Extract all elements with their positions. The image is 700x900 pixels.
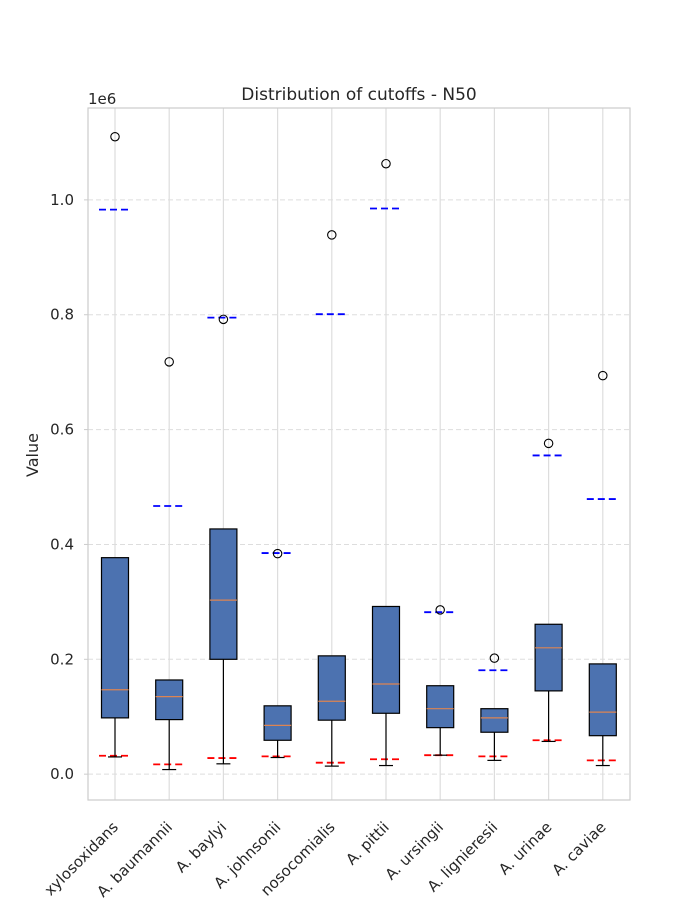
box-group	[478, 653, 511, 761]
x-tick-label: A. pittii	[342, 818, 392, 868]
outlier-point	[218, 314, 229, 325]
box-body	[317, 655, 346, 721]
box-body	[209, 528, 238, 660]
y-tick-label: 0.2	[50, 650, 74, 668]
plot-frame	[87, 107, 631, 801]
y-offset-label: 1e6	[88, 90, 116, 108]
box-group	[153, 357, 186, 771]
outlier-point	[327, 230, 337, 240]
y-tick-label: 0.4	[50, 535, 74, 553]
outlier-point	[110, 131, 120, 142]
outlier-point	[435, 605, 445, 615]
y-tick-label: 0.6	[50, 421, 74, 439]
box-body	[100, 557, 130, 719]
box-body	[426, 685, 455, 729]
box-body	[263, 705, 292, 741]
box-group	[99, 131, 131, 758]
outlier-point	[164, 357, 174, 367]
chart-title: Distribution of cutoffs - N50	[241, 85, 476, 105]
outlier-point	[381, 158, 391, 169]
x-tick-label: A. urinae	[495, 818, 555, 878]
box-layer	[99, 131, 619, 771]
box-group	[532, 438, 565, 743]
box-group	[370, 158, 402, 767]
outlier-point	[543, 438, 554, 449]
outlier-point	[489, 653, 500, 663]
box-body	[371, 605, 401, 714]
box-body	[588, 663, 617, 737]
box-body	[480, 708, 509, 733]
box-group	[261, 548, 294, 759]
outlier-point	[598, 370, 608, 381]
y-tick-label: 0.0	[50, 765, 74, 783]
box-group	[315, 230, 348, 767]
y-tick-label: 0.8	[50, 306, 74, 324]
box-body	[155, 679, 184, 721]
box-group	[424, 605, 457, 757]
box-group	[207, 314, 240, 765]
x-tick-label: A. caviae	[549, 818, 610, 879]
box-body	[534, 623, 563, 692]
y-tick-label: 1.0	[50, 191, 74, 209]
y-axis-label: Value	[23, 433, 42, 477]
outlier-point	[272, 548, 283, 559]
box-group	[586, 370, 619, 767]
